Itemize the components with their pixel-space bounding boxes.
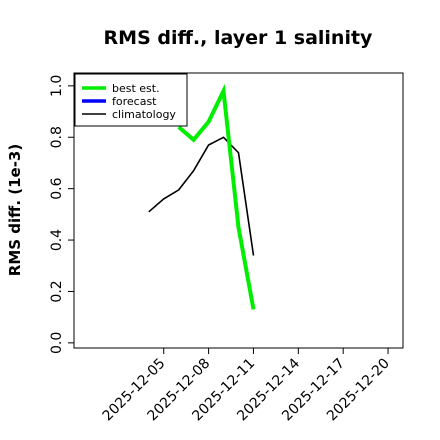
y-tick-label: 0.4	[49, 229, 65, 251]
legend-label: forecast	[112, 95, 157, 108]
x-axis: 2025-12-052025-12-082025-12-112025-12-14…	[100, 348, 393, 424]
y-tick-label: 1.0	[49, 75, 65, 97]
series-line-climatology	[148, 136, 255, 256]
chart-title: RMS diff., layer 1 salinity	[104, 27, 374, 49]
y-axis-label: RMS diff. (1e-3)	[6, 144, 24, 276]
legend-label: best est.	[112, 82, 160, 95]
series-line-best-est	[177, 83, 256, 310]
series-layer	[148, 83, 256, 310]
y-tick-label: 0.2	[49, 280, 65, 302]
y-tick-label: 0.0	[49, 332, 65, 354]
y-tick-label: 0.6	[49, 177, 65, 199]
legend-label: climatology	[112, 108, 176, 121]
y-tick-label: 0.8	[49, 126, 65, 148]
y-axis: 0.0 0.2 0.4 0.6 0.8 1.0	[49, 75, 74, 354]
